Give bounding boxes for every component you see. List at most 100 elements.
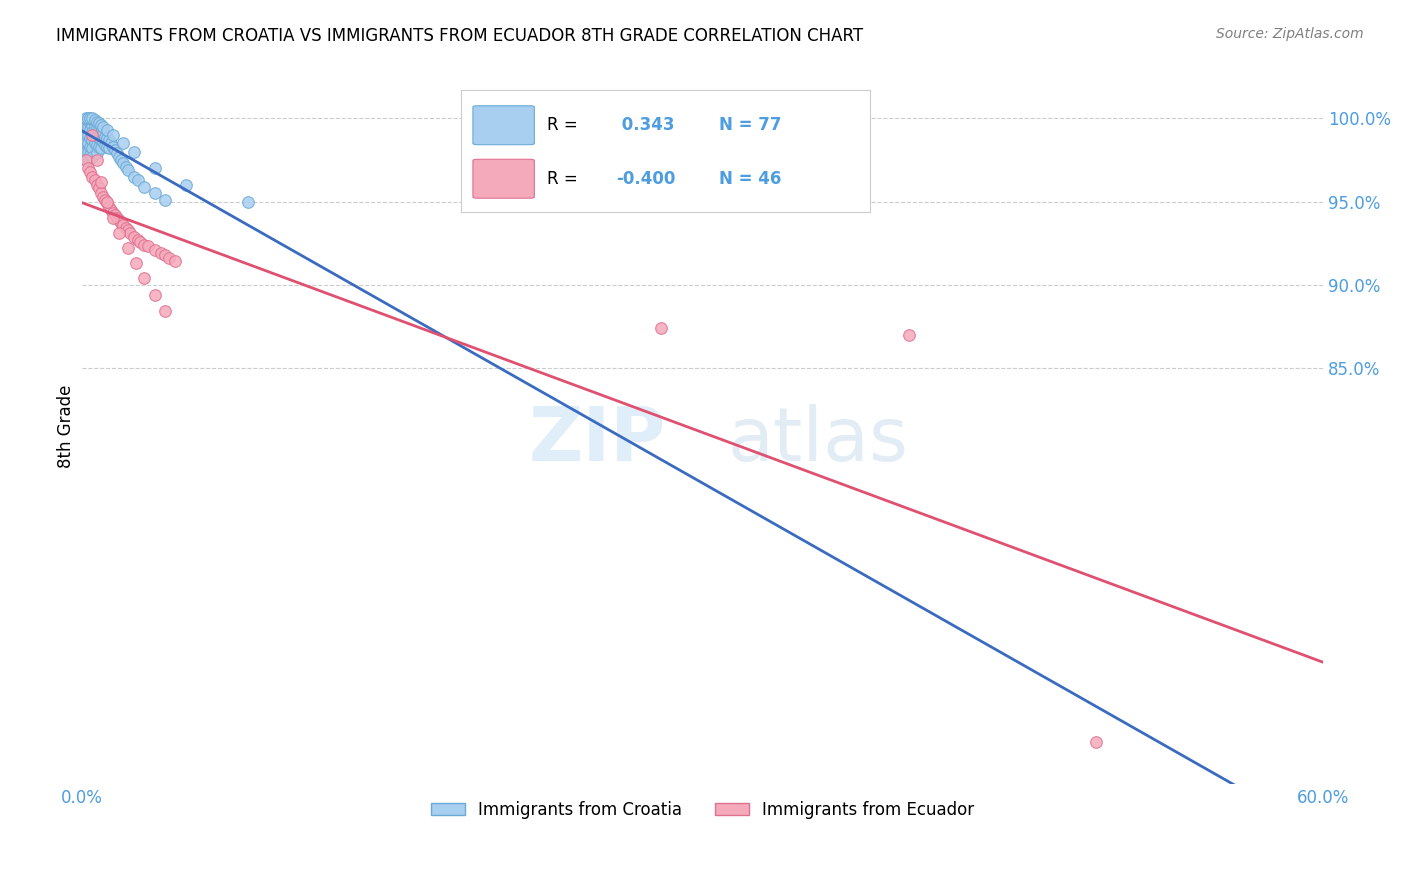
Point xyxy=(90,118,112,132)
Point xyxy=(118,226,141,240)
Point xyxy=(134,271,156,285)
Point xyxy=(117,223,139,237)
Point xyxy=(79,112,101,126)
Point xyxy=(153,193,176,207)
Point xyxy=(129,235,152,249)
Point xyxy=(77,112,100,126)
Point xyxy=(143,161,166,176)
Point xyxy=(105,211,128,226)
Point xyxy=(165,254,187,268)
Point xyxy=(79,164,101,178)
Point xyxy=(90,186,112,201)
Point xyxy=(91,120,114,134)
Point xyxy=(75,153,97,167)
Point xyxy=(90,133,112,147)
Point xyxy=(117,241,139,255)
Point xyxy=(174,178,197,192)
Point xyxy=(134,237,156,252)
Point xyxy=(898,327,921,342)
Point xyxy=(94,129,117,144)
Point xyxy=(112,218,135,232)
Point xyxy=(153,304,176,318)
Point xyxy=(75,145,97,159)
Point xyxy=(101,206,124,220)
Point xyxy=(112,156,135,170)
Point xyxy=(82,125,104,139)
Text: IMMIGRANTS FROM CROATIA VS IMMIGRANTS FROM ECUADOR 8TH GRADE CORRELATION CHART: IMMIGRANTS FROM CROATIA VS IMMIGRANTS FR… xyxy=(56,27,863,45)
Point xyxy=(104,143,127,157)
Point xyxy=(98,133,121,147)
Point xyxy=(75,120,97,134)
Point xyxy=(134,179,156,194)
Point xyxy=(86,114,108,128)
Point xyxy=(91,189,114,203)
Point xyxy=(108,150,131,164)
Point xyxy=(83,173,105,187)
Point xyxy=(82,112,104,126)
Point xyxy=(149,246,172,260)
Point xyxy=(75,153,97,167)
Point xyxy=(1084,735,1107,749)
Point xyxy=(83,136,105,151)
Point xyxy=(73,145,96,159)
Point xyxy=(82,150,104,164)
Legend: Immigrants from Croatia, Immigrants from Ecuador: Immigrants from Croatia, Immigrants from… xyxy=(425,794,981,825)
Point xyxy=(117,163,139,178)
Point xyxy=(79,148,101,162)
Point xyxy=(96,139,118,153)
Point xyxy=(143,186,166,201)
Point xyxy=(90,141,112,155)
Point xyxy=(90,125,112,139)
Point xyxy=(96,196,118,211)
Point xyxy=(108,226,131,240)
Point xyxy=(104,208,127,222)
Point xyxy=(73,128,96,142)
Point xyxy=(114,221,136,235)
Point xyxy=(79,123,101,137)
Point xyxy=(79,131,101,145)
Y-axis label: 8th Grade: 8th Grade xyxy=(58,384,75,467)
Point xyxy=(73,136,96,151)
Point xyxy=(86,178,108,192)
Point xyxy=(87,131,110,145)
Point xyxy=(82,118,104,132)
Point xyxy=(122,145,145,159)
Point xyxy=(96,194,118,209)
Point xyxy=(96,131,118,145)
Point xyxy=(122,229,145,244)
Text: atlas: atlas xyxy=(727,404,908,477)
Point xyxy=(77,153,100,167)
Point xyxy=(82,128,104,142)
Point xyxy=(86,138,108,153)
Point xyxy=(83,128,105,142)
Point xyxy=(236,194,259,209)
Point xyxy=(112,136,135,151)
Point xyxy=(94,193,117,207)
Point xyxy=(143,287,166,301)
Point xyxy=(75,136,97,151)
Point xyxy=(87,181,110,195)
Point xyxy=(82,133,104,147)
Point xyxy=(75,113,97,128)
Point xyxy=(87,139,110,153)
Point xyxy=(75,128,97,142)
Point xyxy=(87,123,110,137)
Point xyxy=(73,120,96,134)
Point xyxy=(101,139,124,153)
Point xyxy=(86,121,108,136)
Point xyxy=(127,233,149,247)
Point xyxy=(650,321,672,335)
Point xyxy=(91,135,114,149)
Point xyxy=(77,120,100,134)
Point xyxy=(157,251,180,265)
Point xyxy=(77,161,100,176)
Point xyxy=(110,216,132,230)
Point xyxy=(136,239,159,253)
Point xyxy=(100,136,122,151)
Point xyxy=(96,123,118,137)
Point xyxy=(86,153,108,167)
Point xyxy=(79,139,101,153)
Point xyxy=(98,141,121,155)
Point xyxy=(101,211,124,226)
Point xyxy=(77,114,100,128)
